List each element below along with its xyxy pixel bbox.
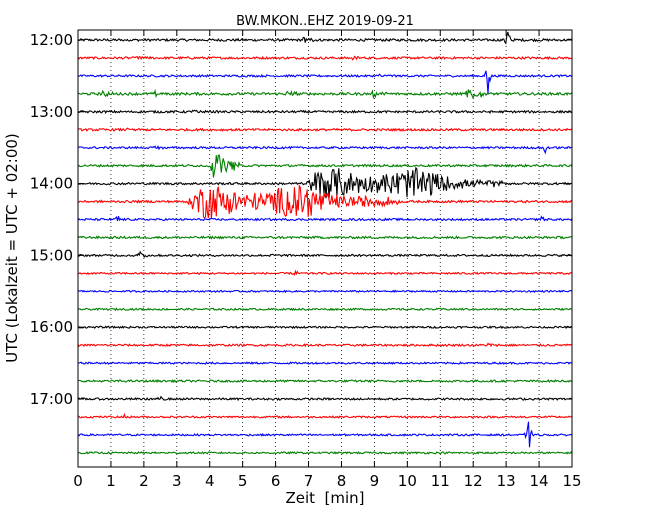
seismic-trace-line <box>77 154 573 178</box>
seismic-trace-line <box>77 412 573 419</box>
seismic-trace-line <box>77 31 573 45</box>
seismic-trace-line <box>77 421 573 448</box>
x-tick-label: 12 <box>464 472 483 490</box>
seismic-trace-line <box>77 235 573 240</box>
seismic-trace-line <box>77 361 573 365</box>
seismic-trace-line <box>77 70 573 95</box>
seismic-trace-line <box>77 269 573 276</box>
x-tick-label: 2 <box>139 472 149 490</box>
chart-title: BW.MKON..EHZ 2019-09-21 <box>236 14 414 29</box>
x-tick-label: 0 <box>73 472 83 490</box>
plot-area-frame <box>78 30 572 467</box>
y-tick-label: 12:00 <box>30 31 73 49</box>
x-tick-label: 4 <box>205 472 215 490</box>
y-axis-label: UTC (Lokalzeit = UTC + 02:00) <box>3 133 21 363</box>
seismic-trace-line <box>77 250 573 259</box>
seismic-trace-line <box>77 450 573 455</box>
x-tick-label: 1 <box>106 472 116 490</box>
seismic-trace-line <box>77 378 573 384</box>
x-tick-label: 7 <box>304 472 314 490</box>
seismic-trace-line <box>77 342 573 348</box>
x-tick-label: 8 <box>337 472 347 490</box>
x-tick-label: 6 <box>271 472 281 490</box>
grid-lines <box>110 30 540 467</box>
seismic-trace-line <box>77 307 573 312</box>
seismic-trace-line <box>77 325 573 330</box>
seismic-trace-line <box>77 289 573 294</box>
seismic-trace-line <box>77 166 573 199</box>
seismic-trace-line <box>77 145 572 155</box>
seismic-trace-line <box>77 127 573 132</box>
x-tick-label: 15 <box>562 472 581 490</box>
x-tick-label: 10 <box>398 472 417 490</box>
plot-area-border <box>77 29 573 468</box>
x-tick-label: 14 <box>530 472 549 490</box>
x-axis-label: Zeit [min] <box>285 489 364 507</box>
x-tick-label: 11 <box>431 472 450 490</box>
y-tick-label: 16:00 <box>30 318 73 336</box>
seismic-trace-line <box>77 183 573 219</box>
seismic-trace-line <box>77 109 573 115</box>
x-tick-label: 5 <box>238 472 248 490</box>
seismic-trace-line <box>77 88 573 100</box>
x-axis-ticks: 0 1 2 3 4 5 6 7 8 9 10 11 12 13 14 15 <box>73 30 582 490</box>
x-tick-label: 13 <box>497 472 516 490</box>
seismic-trace-line <box>77 215 573 222</box>
y-tick-label: 14:00 <box>30 175 73 193</box>
y-axis-ticks: 12:00 13:00 14:00 15:00 16:00 17:00 <box>30 31 572 408</box>
y-tick-label: 15:00 <box>30 246 73 264</box>
x-tick-label: 3 <box>172 472 182 490</box>
seismic-trace-line <box>77 395 573 402</box>
y-tick-label: 13:00 <box>30 103 73 121</box>
seismic-traces <box>77 31 573 455</box>
y-tick-label: 17:00 <box>30 390 73 408</box>
seismic-trace-line <box>77 55 573 61</box>
x-tick-label: 9 <box>370 472 380 490</box>
